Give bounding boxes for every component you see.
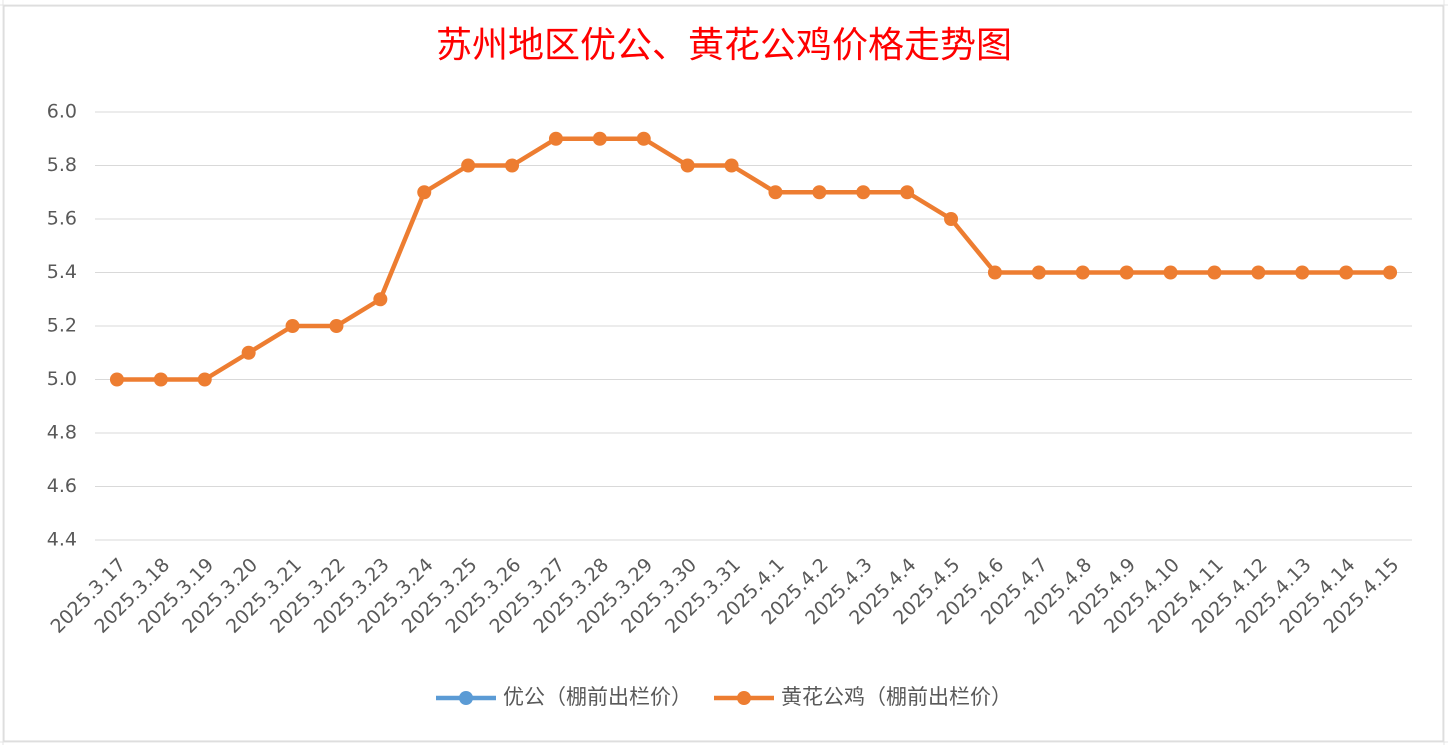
data-point xyxy=(1295,265,1310,280)
data-point xyxy=(548,131,563,146)
data-point xyxy=(987,265,1002,280)
y-tick-label: 6.0 xyxy=(47,101,77,123)
data-point xyxy=(197,372,212,387)
data-point xyxy=(636,131,651,146)
data-point xyxy=(592,131,607,146)
data-point xyxy=(1163,265,1178,280)
data-point xyxy=(680,158,695,173)
data-point xyxy=(724,158,739,173)
data-point xyxy=(505,158,520,173)
data-point xyxy=(1075,265,1090,280)
data-point xyxy=(944,212,959,226)
data-point xyxy=(1119,265,1134,280)
y-tick-label: 5.6 xyxy=(47,208,77,230)
y-tick-label: 4.6 xyxy=(47,475,77,497)
legend: 优公（棚前出栏价） 黄花公鸡（棚前出栏价） xyxy=(436,685,1012,709)
y-tick-label: 5.2 xyxy=(47,315,77,337)
legend-label: 黄花公鸡（棚前出栏价） xyxy=(781,685,1012,709)
y-tick-label: 5.8 xyxy=(47,154,77,176)
y-tick-label: 5.0 xyxy=(47,368,77,390)
data-point xyxy=(285,319,300,333)
data-point xyxy=(1339,265,1354,280)
data-point xyxy=(812,185,827,200)
y-tick-label: 5.4 xyxy=(47,261,77,283)
y-tick-label: 4.8 xyxy=(47,422,77,444)
data-point xyxy=(1383,265,1398,280)
data-point xyxy=(1207,265,1222,280)
data-point xyxy=(1031,265,1046,280)
data-point xyxy=(373,292,388,307)
chart-area xyxy=(3,5,1444,742)
legend-item: 优公（棚前出栏价） xyxy=(436,685,692,709)
legend-marker xyxy=(459,691,473,705)
data-point xyxy=(153,372,168,387)
data-point xyxy=(417,185,432,200)
data-point xyxy=(109,372,124,387)
data-point xyxy=(461,158,476,173)
chart-title: 苏州地区优公、黄花公鸡价格走势图 xyxy=(436,25,1012,66)
series-line xyxy=(116,136,1391,382)
data-point xyxy=(329,319,344,333)
y-tick-label: 4.4 xyxy=(47,529,77,551)
data-point xyxy=(241,345,256,360)
legend-label: 优公（棚前出栏价） xyxy=(503,685,692,709)
data-point xyxy=(1251,265,1266,280)
legend-item: 黄花公鸡（棚前出栏价） xyxy=(714,685,1012,709)
data-point xyxy=(900,185,915,200)
legend-marker xyxy=(737,691,751,705)
data-point xyxy=(768,185,783,200)
data-point xyxy=(856,185,871,200)
